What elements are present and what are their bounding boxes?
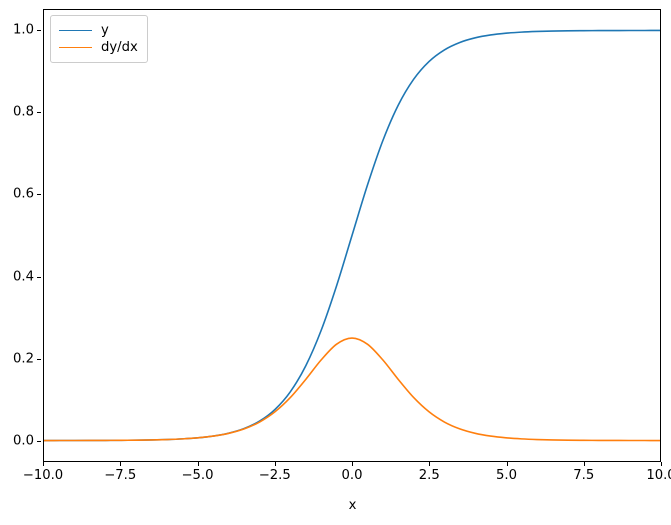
y-tick-label: 0.4 xyxy=(13,269,34,285)
legend: y dy/dx xyxy=(50,15,148,63)
y-tick-mark xyxy=(37,441,41,443)
plot-area xyxy=(43,9,661,462)
x-tick-label: 10.0 xyxy=(646,468,671,483)
y-tick-label: 0.6 xyxy=(13,186,34,202)
x-axis-label-text: x xyxy=(348,498,357,513)
x-tick-label: −10.0 xyxy=(22,468,64,483)
x-tick-mark xyxy=(197,462,199,466)
y-tick-mark xyxy=(37,194,41,196)
y-tick-label: 0.0 xyxy=(13,433,34,449)
x-tick-label: 5.0 xyxy=(496,468,517,483)
y-tick-label: 0.2 xyxy=(13,351,34,367)
x-tick-mark xyxy=(583,462,585,466)
y-tick-label: 1.0 xyxy=(13,22,34,38)
x-tick-label: −7.5 xyxy=(104,468,137,483)
x-tick-label: −5.0 xyxy=(181,468,214,483)
x-tick-mark xyxy=(120,462,122,466)
y-tick-mark xyxy=(37,111,41,113)
curve-y xyxy=(44,30,660,440)
x-tick-mark xyxy=(429,462,431,466)
legend-item-dydx: dy/dx xyxy=(59,39,138,56)
x-tick-mark xyxy=(506,462,508,466)
legend-item-y: y xyxy=(59,22,138,39)
legend-label-dydx: dy/dx xyxy=(101,40,138,55)
x-tick-mark xyxy=(661,462,662,466)
y-tick-label: 0.8 xyxy=(13,104,34,120)
y-tick-mark xyxy=(37,29,41,31)
legend-swatch-y xyxy=(59,30,92,31)
legend-label-y: y xyxy=(101,23,109,38)
y-tick-mark xyxy=(37,276,41,278)
x-tick-mark xyxy=(352,462,353,466)
y-tick-mark xyxy=(37,359,41,361)
x-tick-label: 0.0 xyxy=(341,468,363,483)
x-tick-mark xyxy=(43,462,44,466)
x-tick-mark xyxy=(274,462,276,466)
curve-dydx xyxy=(44,338,660,441)
plot-curves xyxy=(44,10,660,461)
legend-swatch-dydx xyxy=(59,47,92,48)
x-tick-label: 7.5 xyxy=(573,468,595,483)
x-axis-label: x xyxy=(0,498,671,513)
x-tick-label: 2.5 xyxy=(418,468,440,483)
x-tick-label: −2.5 xyxy=(258,468,291,483)
